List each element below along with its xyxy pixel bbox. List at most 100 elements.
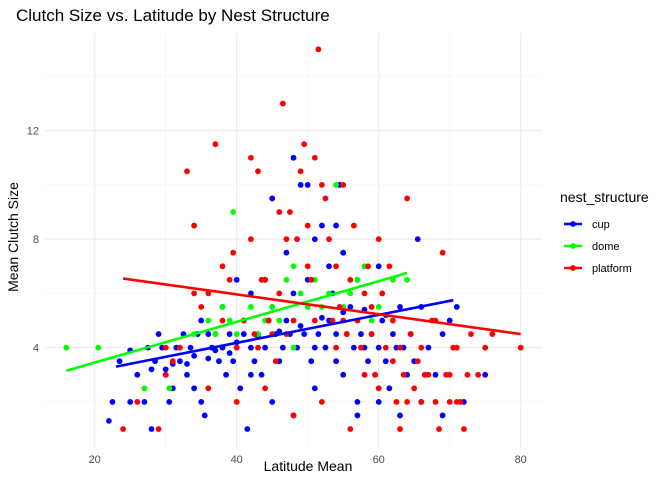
point-dome <box>404 276 410 283</box>
point-dome <box>230 209 237 215</box>
point-dome <box>333 181 339 188</box>
point-dome <box>219 304 226 310</box>
point-dome <box>276 317 283 324</box>
point-cup <box>290 154 297 161</box>
point-cup <box>279 344 286 351</box>
point-platform <box>365 263 371 270</box>
point-cup <box>240 331 247 337</box>
point-cup <box>148 366 155 373</box>
chart-title: Clutch Size vs. Latitude by Nest Structu… <box>16 6 330 25</box>
point-platform <box>177 344 183 351</box>
point-dome <box>233 331 240 337</box>
point-cup <box>191 352 198 359</box>
point-cup <box>350 344 357 351</box>
point-dome <box>205 317 212 324</box>
point-platform <box>205 290 212 297</box>
point-platform <box>120 426 126 432</box>
point-cup <box>301 331 308 337</box>
trend-line-cup <box>115 298 454 368</box>
point-cup <box>297 181 304 188</box>
point-cup <box>148 426 155 432</box>
point-cup <box>382 358 389 365</box>
point-platform <box>198 304 205 310</box>
point-cup <box>109 398 116 405</box>
point-cup <box>106 417 112 424</box>
point-cup <box>187 344 194 351</box>
y-tick-label: 4 <box>33 343 39 355</box>
point-cup <box>386 385 393 392</box>
point-cup <box>354 398 361 405</box>
legend: nest_structure cup dome platform <box>560 189 649 275</box>
point-platform <box>368 331 375 337</box>
trend-line-dome <box>65 271 408 372</box>
point-platform <box>400 371 407 378</box>
point-cup <box>262 344 268 351</box>
point-platform <box>482 344 489 351</box>
point-cup <box>283 249 290 256</box>
point-platform <box>489 331 496 337</box>
point-platform <box>134 398 141 405</box>
point-cup <box>297 323 304 329</box>
point-platform <box>262 385 268 392</box>
point-platform <box>361 290 368 297</box>
point-dome <box>297 290 304 297</box>
point-dome <box>368 317 375 324</box>
point-platform <box>205 385 212 392</box>
point-dome <box>212 331 219 337</box>
y-axis-title: Mean Clutch Size <box>5 182 21 292</box>
point-cup <box>319 222 325 229</box>
point-cup <box>375 398 382 405</box>
point-platform <box>333 263 339 270</box>
point-platform <box>279 100 286 107</box>
point-cup <box>212 347 219 354</box>
point-cup <box>311 236 318 243</box>
point-dome <box>375 304 382 310</box>
point-cup <box>354 412 361 419</box>
point-platform <box>375 236 382 243</box>
point-platform <box>453 344 460 351</box>
point-platform <box>418 398 425 405</box>
point-cup <box>205 355 212 362</box>
point-platform <box>390 358 396 365</box>
point-platform <box>283 236 290 243</box>
point-cup <box>248 344 254 351</box>
point-platform <box>425 371 432 378</box>
grid-lines <box>45 33 542 448</box>
point-platform <box>517 344 524 351</box>
point-platform <box>308 276 315 283</box>
x-axis-title: Latitude Mean <box>264 458 353 474</box>
point-cup <box>269 398 276 405</box>
point-platform <box>333 344 339 351</box>
point-platform <box>358 344 364 351</box>
point-cup <box>358 331 364 337</box>
point-platform <box>304 263 311 270</box>
point-cup <box>425 344 432 351</box>
legend-key-point-cup <box>570 221 576 227</box>
point-dome <box>347 290 354 297</box>
point-platform <box>219 317 226 324</box>
point-platform <box>468 331 474 337</box>
point-cup <box>269 195 276 202</box>
x-tick-label: 20 <box>89 454 101 466</box>
legend-key-point-platform <box>570 265 576 271</box>
point-cup <box>184 371 190 378</box>
point-cup <box>379 317 386 324</box>
point-dome <box>290 344 297 351</box>
point-platform <box>390 317 396 324</box>
point-platform <box>290 412 297 419</box>
point-cup <box>322 344 329 351</box>
point-platform <box>169 358 176 365</box>
legend-label-cup: cup <box>592 219 610 231</box>
point-dome <box>283 276 290 283</box>
point-platform <box>184 168 190 175</box>
point-cup <box>226 331 233 337</box>
point-platform <box>155 426 162 432</box>
trend-lines <box>65 271 521 372</box>
point-platform <box>475 371 481 378</box>
point-platform <box>368 304 375 310</box>
point-platform <box>226 276 233 283</box>
point-dome <box>290 263 297 270</box>
point-cup <box>134 371 141 378</box>
point-platform <box>397 426 403 432</box>
